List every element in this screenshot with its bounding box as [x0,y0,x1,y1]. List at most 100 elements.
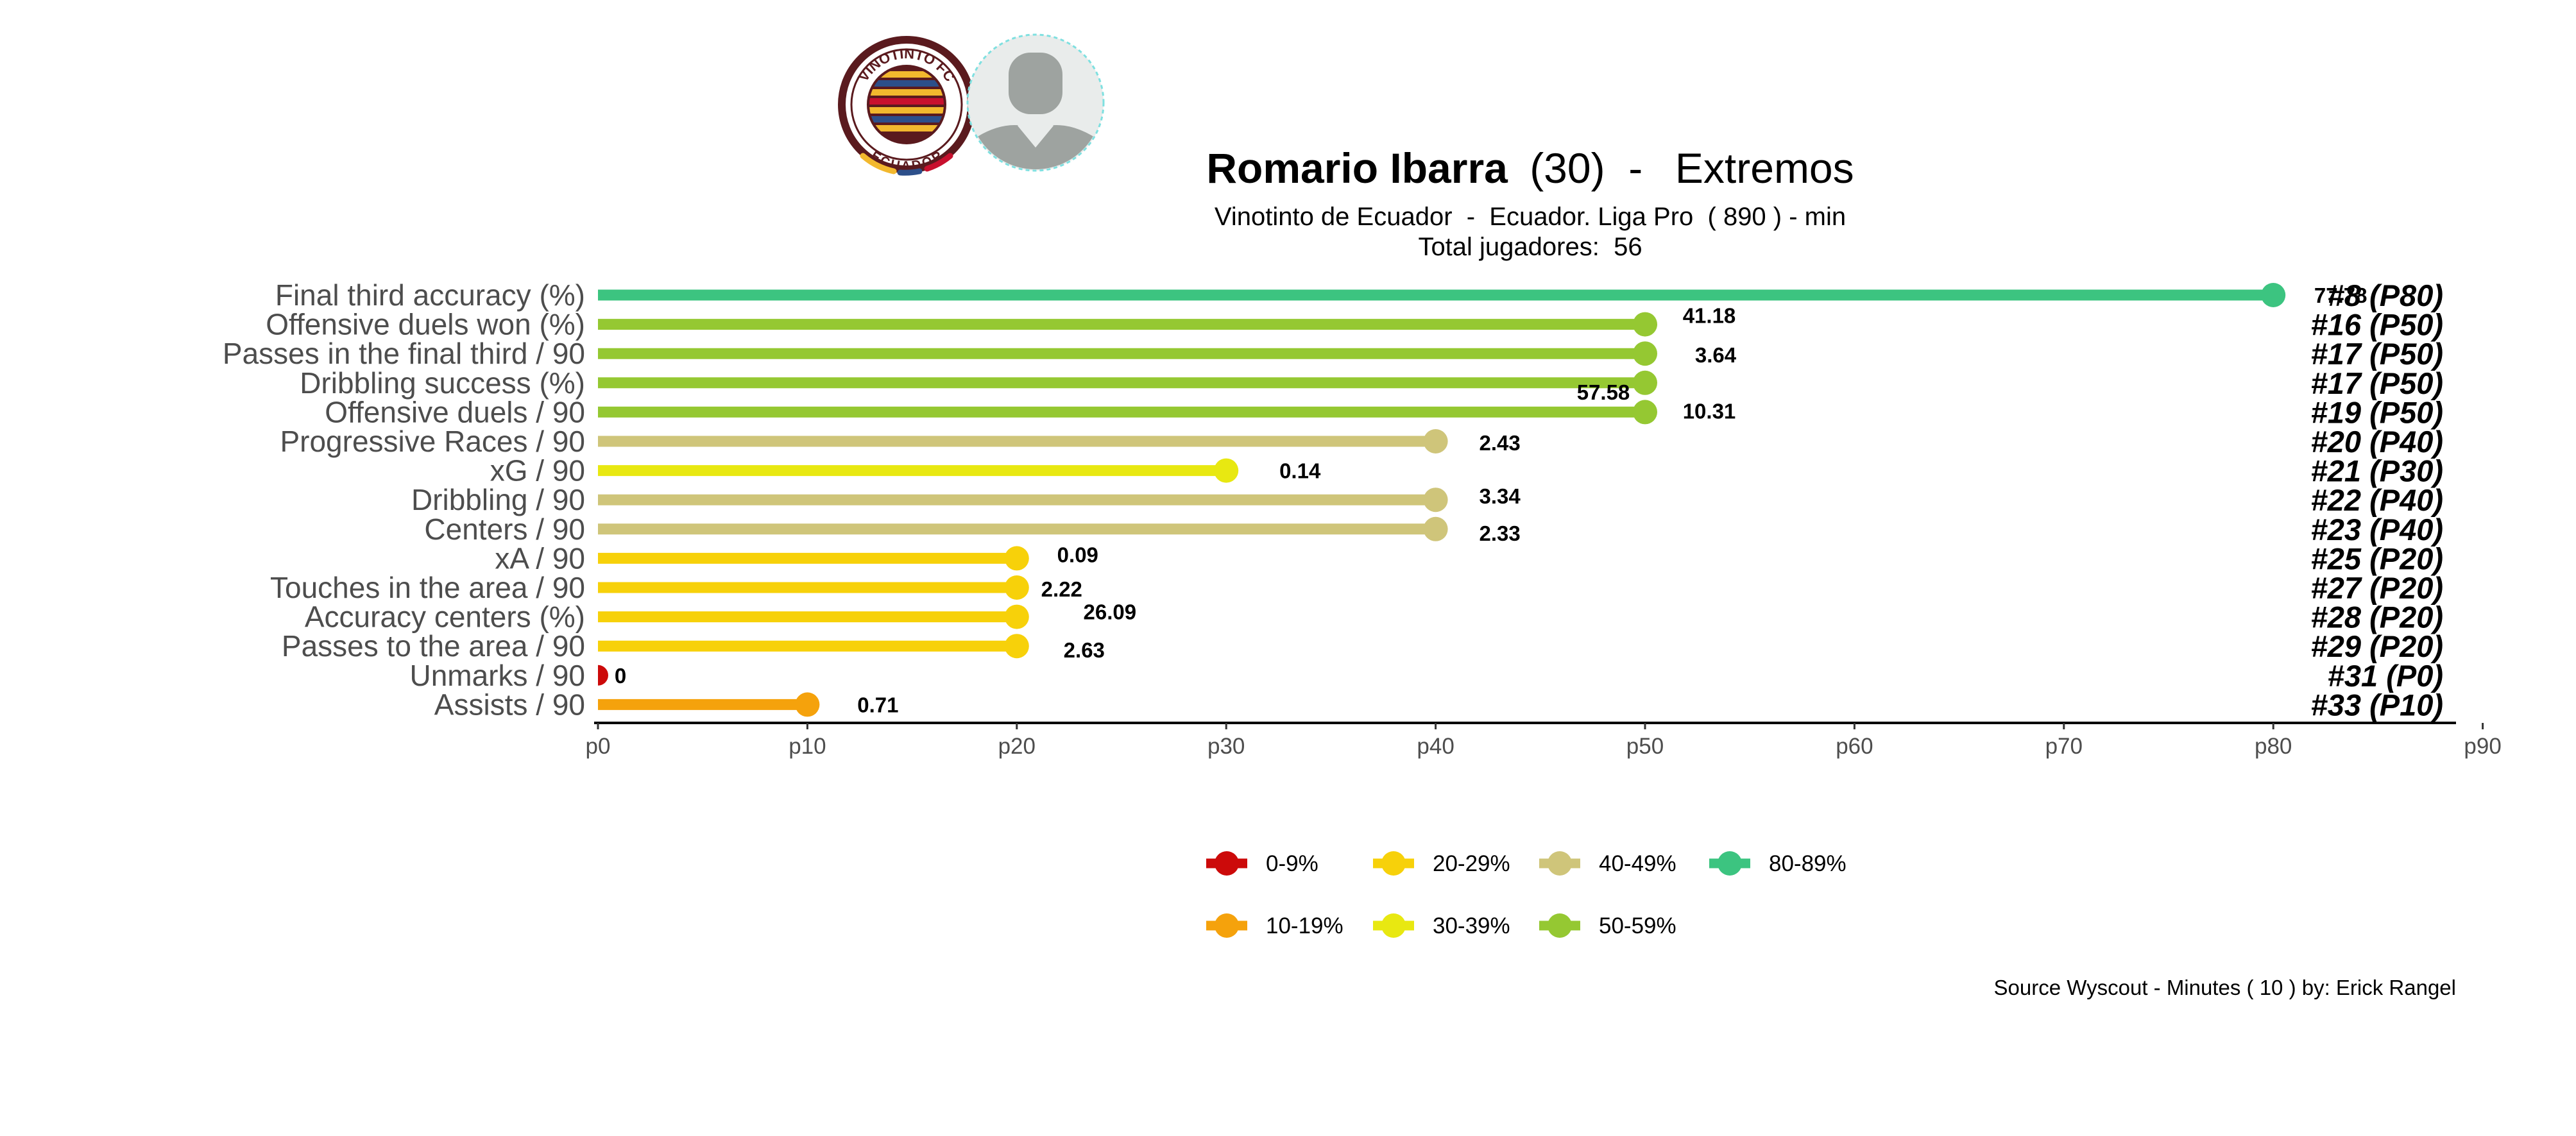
metric-label: xA / 90 [495,541,585,575]
chart-subtitle: Vinotinto de Ecuador - Ecuador. Liga Pro… [1215,203,1846,231]
metric-value: 0.71 [857,693,898,716]
club-logo: VINOTINTO FC ECUADOR [838,36,975,176]
metric-value: 77.78 [2314,284,2367,307]
legend-swatch-point [1548,913,1572,938]
legend-swatch-point [1718,851,1742,876]
legend-item: 80-89% [1709,851,1847,876]
metric-rank: #22 (P40) [2311,483,2443,517]
metric-point [1004,575,1029,600]
metric-row: Passes in the final third / 90 3.64 #17 (P… [223,337,2443,371]
legend-swatch-point [1381,851,1406,876]
metric-value: 2.33 [1479,521,1520,545]
legend-label: 10-19% [1266,913,1343,938]
legend-item: 0-9% [1206,851,1318,876]
legend-item: 30-39% [1373,913,1510,938]
plot-area: Final third accuracy (%) 77.78#8 (P80) Off… [223,278,2502,759]
legend-label: 20-29% [1433,851,1510,876]
legend-label: 80-89% [1769,851,1847,876]
legend-item: 50-59% [1539,913,1676,938]
legend-item: 40-49% [1539,851,1676,876]
player-position: Extremos [1675,144,1854,192]
legend-swatch-point [1381,913,1406,938]
metric-row: xG / 90 0.14 #21 (P30) [490,454,2443,488]
metric-point [1423,487,1448,513]
legend: 0-9% 20-29% 40-49% 80-89% 10-19% 30-39% 50-59% [1206,851,1847,938]
metric-value: 41.18 [1683,304,1736,328]
metric-rank: #27 (P20) [2311,571,2443,605]
metric-point [1633,400,1657,425]
metric-label: Accuracy centers (%) [305,600,585,634]
metric-row: Final third accuracy (%) 77.78#8 (P80) [275,278,2443,312]
metric-point [1004,604,1029,629]
chart-title: Romario Ibarra (30) - Extremos [1206,144,1854,192]
metric-point [1633,312,1657,337]
metric-row: Assists / 90 0.71 #33 (P10) [434,688,2443,722]
x-tick-label: p20 [998,734,1036,759]
x-tick-label: p70 [2045,734,2083,759]
x-tick-label: p50 [1626,734,1664,759]
metric-row: Progressive Races / 90 2.43 #20 (P40) [280,425,2443,459]
metric-row: Accuracy centers (%) 26.09 #28 (P20) [305,600,2443,634]
metric-point [1633,341,1657,366]
metric-value: 26.09 [1084,600,1137,624]
metric-row: Passes to the area / 90 2.63 #29 (P20) [282,629,2443,663]
metric-value: 0.14 [1279,459,1321,483]
metric-row: Dribbling success (%) 57.58 #17 (P50) [300,366,2443,404]
metric-label: xG / 90 [490,454,585,487]
metric-value: 3.64 [1695,343,1737,367]
metric-rank: #31 (P0) [2328,659,2443,693]
metric-point [1004,546,1029,571]
metric-row: Unmarks / 90 0 #31 (P0) [409,659,2443,693]
x-tick-label: p90 [2464,734,2501,759]
x-tick-label: p60 [1836,734,1873,759]
metric-label: Dribbling / 90 [411,483,585,516]
metric-rank: #23 (P40) [2311,513,2443,547]
metric-row: Offensive duels won (%) 41.18 #16 (P50) [266,304,2443,342]
metric-point [795,692,820,717]
metric-label: Passes in the final third / 90 [223,337,585,370]
legend-label: 50-59% [1599,913,1676,938]
x-tick-label: p30 [1207,734,1245,759]
metric-rank: #17 (P50) [2311,337,2443,371]
player-avatar [966,33,1105,172]
legend-swatch-point [1215,851,1239,876]
legend-item: 10-19% [1206,913,1343,938]
metric-value: 2.63 [1064,638,1105,662]
total-players: Total jugadores: 56 [1418,233,1642,261]
metric-point [1214,458,1239,483]
metric-value: 10.31 [1683,399,1736,423]
legend-label: 30-39% [1433,913,1510,938]
metric-value: 0 [615,664,626,688]
metric-row: Centers / 90 2.33 #23 (P40) [424,513,2443,547]
metric-rank: #25 (P20) [2311,541,2443,575]
metric-rank: #28 (P20) [2311,600,2443,634]
metric-rank: #16 (P50) [2311,308,2443,342]
legend-item: 20-29% [1373,851,1510,876]
player-name: Romario Ibarra [1206,144,1508,192]
metric-label: Assists / 90 [434,688,585,721]
metric-rank: #21 (P30) [2311,454,2443,488]
legend-swatch-point [1548,851,1572,876]
metric-row: xA / 90 0.09 #25 (P20) [495,541,2443,575]
x-tick-label: p0 [586,734,611,759]
metric-label: Final third accuracy (%) [275,278,585,312]
metric-rank: #29 (P20) [2311,629,2443,663]
metric-label: Dribbling success (%) [300,366,585,400]
metric-label: Unmarks / 90 [409,659,585,692]
legend-label: 0-9% [1266,851,1318,876]
metric-point [1004,634,1029,659]
metric-label: Touches in the area / 90 [270,571,585,604]
legend-label: 40-49% [1599,851,1676,876]
player-age: (30) [1530,144,1605,192]
metric-value: 3.34 [1479,484,1521,508]
metric-value: 2.22 [1041,577,1082,601]
title-separator: - [1617,144,1655,192]
metric-label: Centers / 90 [424,513,585,546]
metric-rank: #19 (P50) [2311,395,2443,429]
x-tick-label: p80 [2255,734,2292,759]
metric-row: Touches in the area / 90 2.22 #27 (P20) [270,571,2443,605]
metric-rank: #8 (P80) [2328,278,2443,312]
metric-label: Offensive duels / 90 [325,395,585,428]
source-note: Source Wyscout - Minutes ( 10 ) by: Eric… [1994,976,2456,999]
